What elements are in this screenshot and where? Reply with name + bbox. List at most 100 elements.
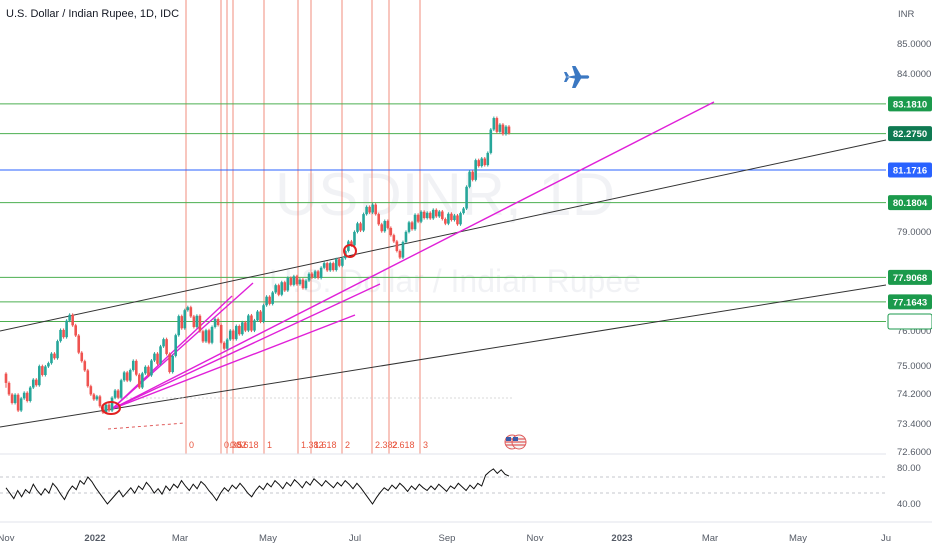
candle-body <box>268 296 271 304</box>
candle-body <box>338 259 341 266</box>
price-badge <box>888 126 932 142</box>
candle-body <box>25 392 29 401</box>
candle-body <box>131 360 135 371</box>
candle-body <box>31 379 35 388</box>
candle-body <box>334 259 338 271</box>
candle-body <box>438 211 441 217</box>
candle-body <box>331 263 335 271</box>
chart-title: U.S. Dollar / Indian Rupee, 1D, IDC <box>6 8 179 20</box>
candle-body <box>386 221 390 228</box>
candle-body <box>404 231 408 243</box>
price-badge-label: 83.1810 <box>893 99 927 110</box>
price-axis-tick: 75.0000 <box>897 361 931 372</box>
candle-body <box>56 341 59 359</box>
rsi-axis-tick: 40.00 <box>897 499 921 510</box>
candle-body <box>28 387 32 401</box>
candle-body <box>398 250 402 258</box>
candle-body <box>177 316 181 336</box>
us-flag-icon[interactable] <box>511 434 527 450</box>
candle-body <box>41 366 44 376</box>
candle-body <box>110 397 114 411</box>
price-badge-label: 77.1643 <box>893 297 927 308</box>
candle-body <box>483 158 487 166</box>
time-axis-tick: May <box>789 533 807 544</box>
candle-body <box>259 311 262 322</box>
rsi-pane <box>0 453 886 505</box>
candle-body <box>368 206 371 213</box>
candle-body <box>174 335 177 356</box>
candle-body <box>392 235 396 242</box>
candle-body <box>80 352 84 362</box>
candle-body <box>492 118 496 130</box>
candle-body <box>253 320 256 331</box>
candle-body <box>171 355 174 373</box>
candle-body <box>401 242 405 258</box>
time-axis-tick: Jul <box>349 533 361 544</box>
candle-body <box>459 213 462 225</box>
candle-body <box>4 373 8 383</box>
candle-body <box>53 353 56 359</box>
candle-body <box>425 212 429 219</box>
upper-channel-line <box>0 139 887 332</box>
candle-body <box>419 211 423 222</box>
candle-body <box>92 394 96 400</box>
candle-body <box>180 316 184 329</box>
candle-body <box>238 325 241 335</box>
candle-body <box>359 223 362 231</box>
candle-body <box>195 315 199 327</box>
candle-body <box>210 326 214 343</box>
candle-body <box>453 215 456 221</box>
price-axis-tick: 79.0000 <box>897 227 931 238</box>
candle-body <box>495 118 499 132</box>
candle-body <box>50 353 53 364</box>
candle-body <box>247 315 250 331</box>
candle-body <box>407 222 411 232</box>
time-axis-tick: Mar <box>172 533 188 544</box>
candle-body <box>313 271 317 278</box>
fib-label: 0.5 <box>230 440 243 450</box>
fan-line <box>111 283 381 410</box>
candle-body <box>356 223 359 232</box>
price-badge-label: 80.1804 <box>893 198 928 209</box>
price-badge <box>887 313 932 330</box>
price-badge-label: 76.5645 <box>893 317 928 328</box>
candle-body <box>447 213 450 224</box>
candle-body <box>189 307 193 317</box>
candle-body <box>498 124 502 132</box>
candle-body <box>362 214 365 231</box>
candle-body <box>44 366 47 376</box>
time-axis-tick: May <box>259 533 277 544</box>
candle-body <box>298 279 302 285</box>
candle-body <box>486 152 490 166</box>
candle-body <box>489 129 493 153</box>
candle-body <box>262 305 265 322</box>
candle-body <box>416 214 420 222</box>
candle-body <box>153 353 156 361</box>
candle-body <box>219 324 223 343</box>
candle-body <box>138 374 141 388</box>
candle-body <box>95 396 99 400</box>
time-axis-tick: 2023 <box>611 533 632 544</box>
candle-body <box>295 276 299 285</box>
candle-body <box>213 319 217 327</box>
price-badge <box>888 96 932 112</box>
candle-body <box>207 330 211 343</box>
candle-body <box>119 380 123 398</box>
candle-body <box>38 366 41 386</box>
candle-body <box>341 258 344 266</box>
candle-body <box>13 394 17 403</box>
fib-label: 1.382 <box>301 440 324 450</box>
candle-body <box>480 158 484 167</box>
airplane-icon[interactable] <box>564 66 590 88</box>
candle-body <box>265 296 268 306</box>
candle-body <box>410 222 414 230</box>
candle-body <box>468 171 471 187</box>
candle-body <box>256 311 259 321</box>
candle-body <box>83 361 87 371</box>
low-circle-marker <box>101 401 121 415</box>
candle-body <box>225 339 229 349</box>
candle-body <box>353 231 356 246</box>
candle-body <box>280 282 284 295</box>
